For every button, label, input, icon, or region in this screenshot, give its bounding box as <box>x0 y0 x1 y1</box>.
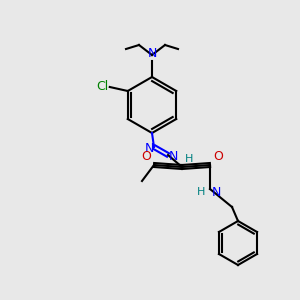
Text: N: N <box>147 47 157 60</box>
Text: O: O <box>141 151 151 164</box>
Text: Cl: Cl <box>97 80 109 94</box>
Text: O: O <box>213 151 223 164</box>
Text: N: N <box>168 149 178 163</box>
Text: H: H <box>185 154 194 164</box>
Text: H: H <box>196 187 205 197</box>
Text: N: N <box>212 185 221 199</box>
Text: N: N <box>144 142 154 154</box>
